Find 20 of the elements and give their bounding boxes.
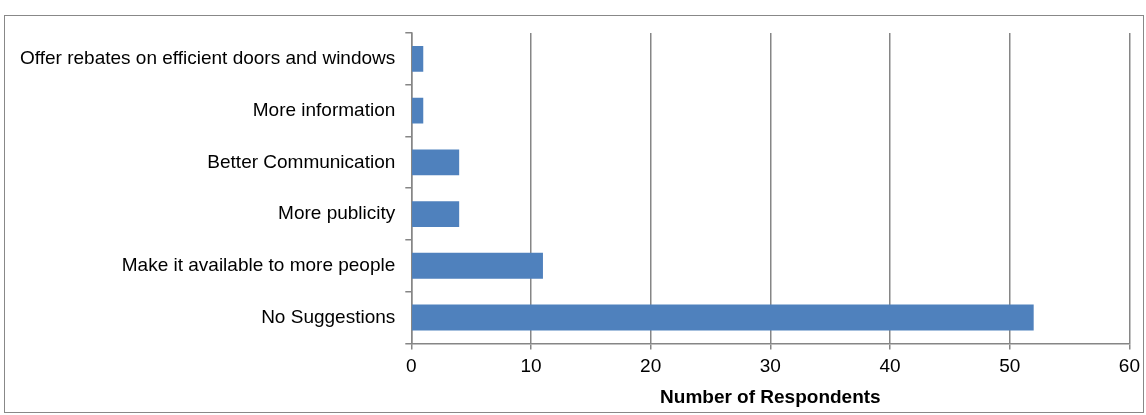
x-tick-label: 60 bbox=[1118, 355, 1140, 377]
x-axis-title: Number of Respondents bbox=[660, 385, 881, 407]
y-tick-label: Offer rebates on efficient doors and windows bbox=[20, 47, 396, 69]
bar bbox=[412, 149, 460, 176]
x-tick-label: 40 bbox=[879, 355, 901, 377]
x-tick-label: 30 bbox=[759, 355, 781, 377]
x-tick-label: 20 bbox=[640, 355, 662, 377]
y-tick-label: Better Communication bbox=[207, 150, 396, 172]
y-tick-label: More publicity bbox=[278, 202, 396, 224]
x-tick-label: 50 bbox=[999, 355, 1021, 377]
y-tick-label: More information bbox=[252, 98, 396, 120]
bar bbox=[412, 45, 424, 72]
bar bbox=[412, 304, 1034, 331]
x-tick-label: 0 bbox=[406, 355, 417, 377]
y-tick-label: Make it available to more people bbox=[121, 254, 396, 276]
y-tick-label: No Suggestions bbox=[261, 305, 396, 327]
bar bbox=[412, 97, 424, 124]
x-tick-label: 10 bbox=[520, 355, 542, 377]
bar bbox=[412, 201, 460, 227]
bar bbox=[412, 252, 543, 279]
